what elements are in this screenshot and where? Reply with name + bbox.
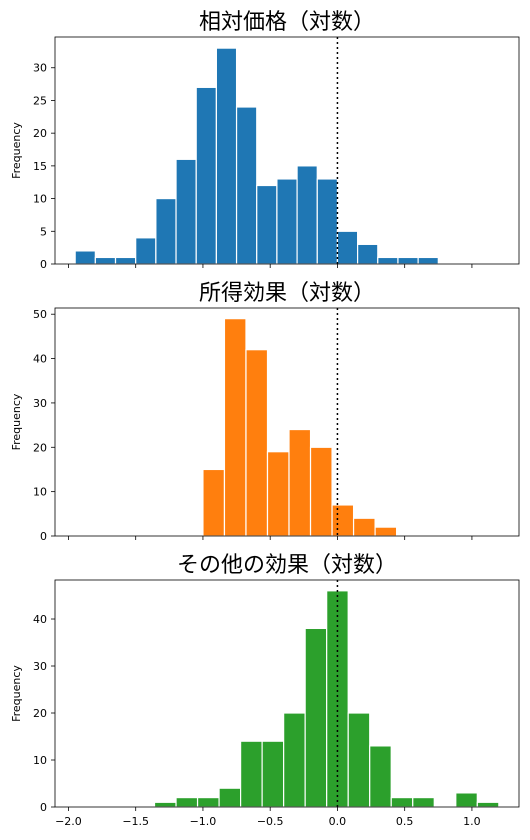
histogram-bar <box>326 590 349 808</box>
histogram-bar <box>266 451 290 537</box>
y-tick-label: 0 <box>40 258 47 271</box>
histogram-bar <box>135 237 157 265</box>
x-tick-label: 0.0 <box>329 815 347 828</box>
histogram-bar <box>94 256 117 265</box>
histogram-bar <box>155 197 177 265</box>
histogram-bar <box>316 178 339 265</box>
y-tick-label: 20 <box>33 707 47 720</box>
y-axis-label: Frequency <box>10 122 23 179</box>
panel-title: 所得効果（対数） <box>199 281 375 306</box>
x-tick-label: −1.5 <box>122 815 149 828</box>
histogram-bar <box>304 627 328 808</box>
histogram-panel-relative-price: 相対価格（対数） 0 5 10 15 20 25 30 Frequency <box>10 10 520 271</box>
histogram-bar <box>218 787 242 808</box>
y-tick-label: 10 <box>33 754 47 767</box>
y-tick-label: 0 <box>40 530 47 543</box>
histogram-bar <box>369 745 392 808</box>
plot-frame <box>54 36 520 265</box>
histogram-bar <box>215 47 238 265</box>
y-tick-label: 0 <box>40 801 47 814</box>
histogram-bar <box>296 165 318 265</box>
histogram-bar <box>196 797 220 808</box>
histogram-bar <box>114 256 137 265</box>
y-tick-label: 25 <box>33 94 47 107</box>
y-tick-label: 30 <box>33 660 47 673</box>
histogram-bar <box>352 517 376 537</box>
y-tick-label: 10 <box>33 193 47 206</box>
histogram-bar <box>417 256 439 265</box>
histogram-bar <box>202 468 226 537</box>
y-tick-label: 40 <box>33 353 47 366</box>
histogram-bar <box>153 801 177 808</box>
histogram-bar <box>377 256 399 265</box>
y-tick-label: 30 <box>33 397 47 410</box>
histogram-bar <box>276 178 298 265</box>
histogram-panel-other-effect: その他の効果（対数） 0 10 20 30 40 Frequency −2.0 −1.5 −1.0… <box>10 553 520 828</box>
y-tick-label: 5 <box>40 225 47 238</box>
y-tick-label: 10 <box>33 486 47 499</box>
x-tick-label: 1.0 <box>463 815 481 828</box>
histogram-bar <box>309 446 333 537</box>
histogram-bar <box>283 712 306 808</box>
histogram-bar <box>223 318 247 537</box>
histogram-bar <box>347 712 371 808</box>
y-tick-label: 30 <box>33 62 47 75</box>
y-axis-label: Frequency <box>10 393 23 450</box>
x-tick-label: −2.0 <box>55 815 82 828</box>
histogram-bar <box>397 256 419 265</box>
histogram-bar <box>235 106 258 265</box>
histogram-panel-income-effect: 所得効果（対数） 0 10 20 30 40 50 Frequency <box>10 281 520 543</box>
y-tick-label: 15 <box>33 160 47 173</box>
histogram-bar <box>455 792 478 808</box>
x-tick-label: 0.5 <box>396 815 414 828</box>
y-tick-label: 40 <box>33 613 47 626</box>
histogram-bar <box>240 740 263 808</box>
y-tick-label: 50 <box>33 308 47 321</box>
histogram-bar <box>175 797 199 808</box>
histogram-bar <box>336 230 359 265</box>
histogram-bar <box>412 797 435 808</box>
histogram-bar <box>357 243 379 265</box>
plot-frame <box>54 307 520 537</box>
y-axis-label: Frequency <box>10 665 23 722</box>
histogram-bar <box>331 504 355 537</box>
y-tick-label: 20 <box>33 441 47 454</box>
histogram-bar <box>256 184 278 265</box>
panel-title: 相対価格（対数） <box>199 10 375 35</box>
histogram-bar <box>374 526 398 537</box>
y-tick-label: 20 <box>33 127 47 140</box>
histogram-bar <box>195 86 217 265</box>
histogram-bar <box>288 428 312 537</box>
histogram-bar <box>390 797 414 808</box>
x-tick-label: −1.0 <box>190 815 217 828</box>
panel-title: その他の効果（対数） <box>177 553 397 578</box>
histogram-bar <box>476 801 500 808</box>
histogram-bar <box>261 740 285 808</box>
plot-frame <box>54 579 520 808</box>
x-tick-label: −0.5 <box>257 815 284 828</box>
histogram-bar <box>175 158 197 265</box>
histogram-bar <box>245 349 269 537</box>
histogram-bar <box>74 250 96 265</box>
